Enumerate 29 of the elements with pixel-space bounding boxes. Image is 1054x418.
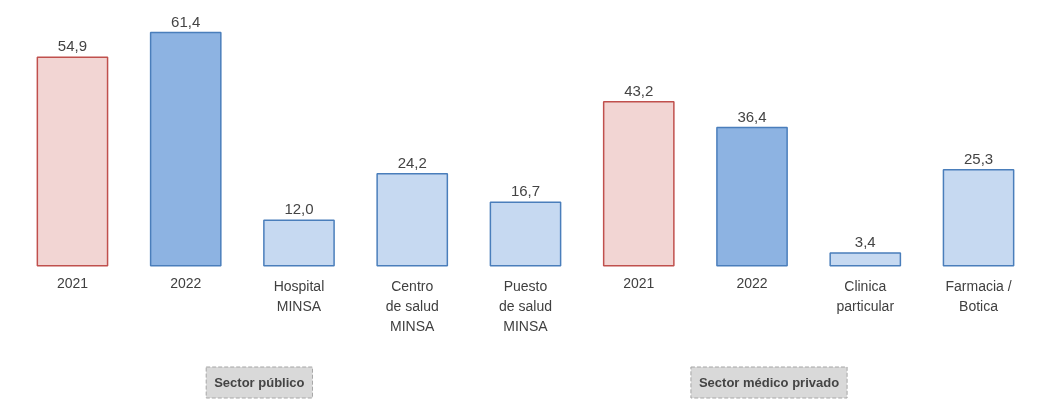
x-tick-label: Hospital MINSA [273,277,325,314]
data-label: 16,7 [510,182,541,200]
bar [602,100,675,267]
data-label: 12,0 [284,200,314,218]
data-label: 24,2 [397,153,427,171]
text: Sector médico privado [698,375,840,390]
bar [716,126,788,267]
x-tick-label: Clinica particular [836,277,895,314]
bar [489,201,562,267]
data-label: 36,4 [737,107,767,125]
x-tick-label: 2022 [170,274,202,291]
bar [149,31,222,267]
data-label: 43,2 [624,81,654,99]
bar [829,252,902,267]
bar [942,168,1015,267]
bar [36,56,109,267]
x-tick-label: Centro de salud MINSA [385,277,439,334]
x-tick-label: Puesto de salud MINSA [499,277,552,334]
bar [376,173,449,267]
x-tick-label: Farmacia / Botica [945,277,1012,314]
bar [263,219,335,267]
data-label: 61,4 [171,12,201,30]
x-tick-label: 2022 [736,274,768,291]
data-label: 25,3 [963,149,994,167]
data-label: 54,9 [57,37,88,55]
x-tick-label: 2021 [56,274,89,291]
x-tick-label: 2021 [623,274,655,291]
data-label: 3,4 [854,232,876,250]
text: Sector público [214,375,305,390]
